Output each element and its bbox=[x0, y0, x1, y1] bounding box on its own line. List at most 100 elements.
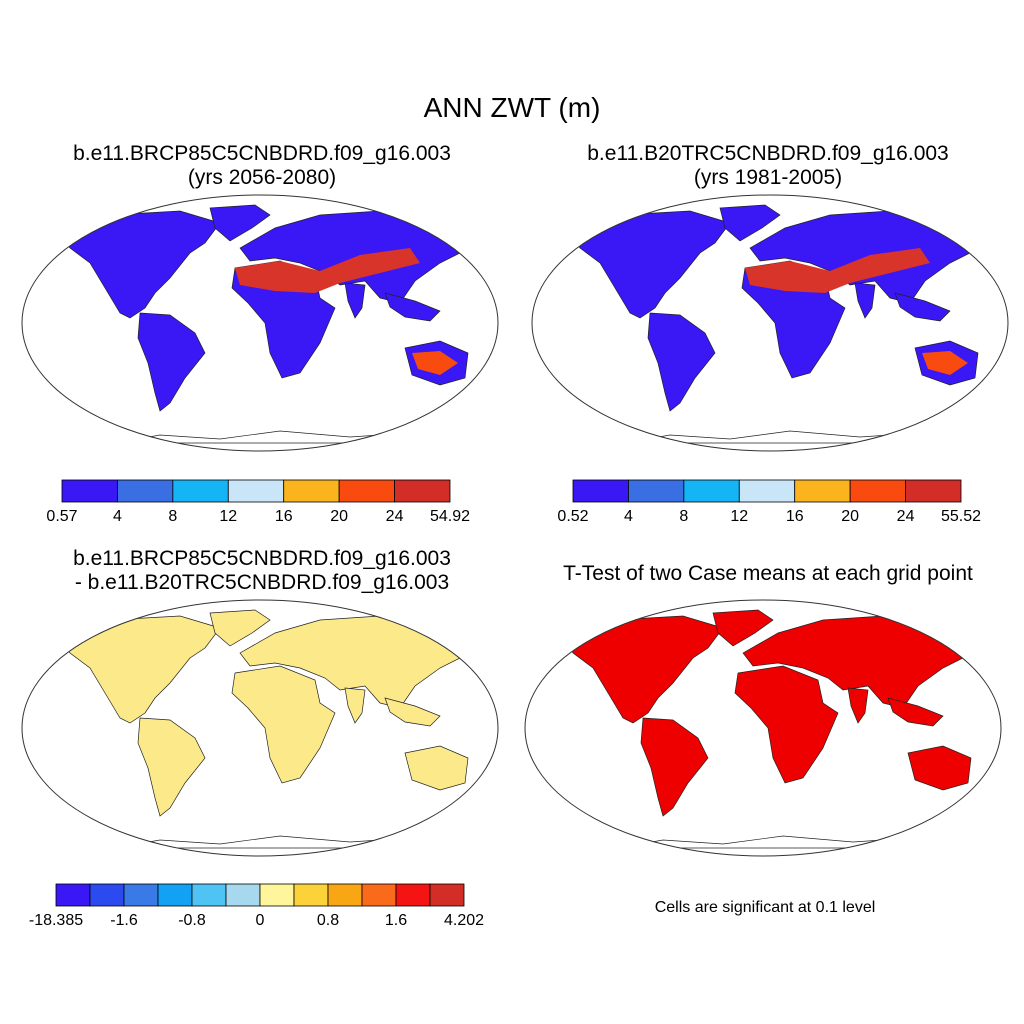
map-border bbox=[21, 194, 499, 452]
panel3-title: b.e11.BRCP85C5CNBDRD.f09_g16.003 - b.e11… bbox=[6, 547, 518, 595]
map-border bbox=[524, 599, 1002, 857]
colorbar-label: 8 bbox=[679, 508, 688, 525]
australia-dry-region bbox=[412, 351, 458, 375]
colorbar-box bbox=[794, 479, 851, 503]
land-antarctica bbox=[114, 835, 441, 849]
colorbar-box bbox=[157, 883, 193, 907]
map-border bbox=[21, 599, 499, 857]
colorbar-label: 0.57 bbox=[46, 508, 77, 525]
land-india bbox=[344, 687, 366, 724]
colorbar-label: 0 bbox=[256, 912, 265, 929]
colorbar-box bbox=[905, 479, 962, 503]
colorbar-box bbox=[395, 883, 431, 907]
colorbar-box bbox=[738, 479, 796, 503]
land-southeast-asia bbox=[384, 292, 441, 322]
land-india bbox=[344, 282, 366, 319]
colorbar-box bbox=[191, 883, 227, 907]
dry-belt-region bbox=[235, 248, 420, 293]
colorbar-label: 0.52 bbox=[557, 508, 588, 525]
land-greenland bbox=[719, 204, 781, 242]
colorbar-box bbox=[225, 883, 261, 907]
colorbar-box bbox=[394, 479, 451, 503]
land-south-america bbox=[137, 717, 206, 817]
colorbar-label: 24 bbox=[897, 508, 915, 525]
land-north-america bbox=[562, 615, 724, 724]
colorbar-box bbox=[283, 479, 340, 503]
colorbar-label: 55.52 bbox=[941, 508, 981, 525]
colorbar-label: 24 bbox=[386, 508, 404, 525]
colorbar-box bbox=[683, 479, 740, 503]
colorbar-box bbox=[259, 883, 295, 907]
colorbar-box bbox=[628, 479, 685, 503]
colorbar-label: 0.8 bbox=[317, 912, 339, 929]
land-south-america bbox=[640, 717, 709, 817]
land-eurasia bbox=[239, 615, 476, 709]
colorbar-box bbox=[172, 479, 229, 503]
land-india bbox=[854, 282, 876, 319]
colorbar-label: 20 bbox=[330, 508, 348, 525]
figure-title: ANN ZWT (m) bbox=[423, 92, 601, 123]
colorbar-panel2: 0.52 4 8 12 16 20 24 55.52 bbox=[557, 479, 981, 525]
land-india bbox=[847, 687, 869, 724]
panel3-title-line2: - b.e11.B20TRC5CNBDRD.f09_g16.003 bbox=[74, 571, 450, 594]
map-panel4 bbox=[524, 599, 1002, 857]
colorbar-box bbox=[61, 479, 118, 503]
panel2-title-line1: b.e11.B20TRC5CNBDRD.f09_g16.003 bbox=[587, 142, 949, 165]
panel4-title-line1: T-Test of two Case means at each grid po… bbox=[563, 562, 973, 585]
land-africa bbox=[734, 665, 839, 784]
panel1-title-line1: b.e11.BRCP85C5CNBDRD.f09_g16.003 bbox=[73, 142, 451, 165]
map-panel3 bbox=[21, 599, 499, 857]
colorbar-panel3: -18.385 -1.6 -0.8 0 0.8 1.6 4.202 bbox=[29, 883, 484, 929]
panel1-title: b.e11.BRCP85C5CNBDRD.f09_g16.003 (yrs 20… bbox=[12, 142, 512, 190]
colorbar-box bbox=[117, 479, 174, 503]
map-panel1 bbox=[21, 194, 499, 452]
colorbar-label: -1.6 bbox=[110, 912, 138, 929]
colorbar-label: 4.202 bbox=[444, 912, 484, 929]
land-greenland bbox=[209, 204, 271, 242]
panel1-title-line2: (yrs 2056-2080) bbox=[187, 166, 337, 189]
colorbar-box bbox=[327, 883, 363, 907]
colorbar-box bbox=[338, 479, 395, 503]
land-australia bbox=[907, 745, 972, 791]
land-australia bbox=[404, 745, 469, 791]
colorbar-box bbox=[123, 883, 159, 907]
land-greenland bbox=[209, 609, 271, 647]
colorbar-box bbox=[361, 883, 397, 907]
land-southeast-asia bbox=[384, 697, 441, 727]
land-antarctica bbox=[624, 430, 951, 444]
colorbar-label: 20 bbox=[841, 508, 859, 525]
land-north-america bbox=[59, 615, 221, 724]
colorbar-label: 12 bbox=[219, 508, 237, 525]
colorbar-label: 16 bbox=[786, 508, 804, 525]
map-panel2 bbox=[531, 194, 1009, 452]
map-border bbox=[531, 194, 1009, 452]
colorbar-label: 4 bbox=[624, 508, 633, 525]
colorbar-box bbox=[849, 479, 906, 503]
land-southeast-asia bbox=[894, 292, 951, 322]
colorbar-label: -18.385 bbox=[29, 912, 83, 929]
land-antarctica bbox=[617, 835, 944, 849]
land-antarctica bbox=[114, 430, 441, 444]
panel3-title-line1: b.e11.BRCP85C5CNBDRD.f09_g16.003 bbox=[73, 547, 451, 570]
colorbar-label: 4 bbox=[113, 508, 122, 525]
colorbar-label: -0.8 bbox=[178, 912, 206, 929]
colorbar-box bbox=[572, 479, 629, 503]
colorbar-label: 54.92 bbox=[430, 508, 470, 525]
colorbar-box bbox=[89, 883, 125, 907]
colorbar-label: 12 bbox=[730, 508, 748, 525]
land-north-america bbox=[569, 210, 731, 319]
colorbar-panel1: 0.57 4 8 12 16 20 24 54.92 bbox=[46, 479, 470, 525]
land-south-america bbox=[137, 312, 206, 412]
panel4-title: T-Test of two Case means at each grid po… bbox=[512, 562, 1024, 586]
land-north-america bbox=[59, 210, 221, 319]
panel2-title-line2: (yrs 1981-2005) bbox=[693, 166, 843, 189]
colorbar-box bbox=[55, 883, 91, 907]
colorbar-box bbox=[293, 883, 329, 907]
land-greenland bbox=[712, 609, 774, 647]
land-southeast-asia bbox=[887, 697, 944, 727]
significance-note: Cells are significant at 0.1 level bbox=[654, 899, 876, 916]
colorbar-label: 8 bbox=[168, 508, 177, 525]
land-africa bbox=[231, 665, 336, 784]
colorbar-label: 1.6 bbox=[385, 912, 407, 929]
land-eurasia bbox=[742, 615, 979, 709]
